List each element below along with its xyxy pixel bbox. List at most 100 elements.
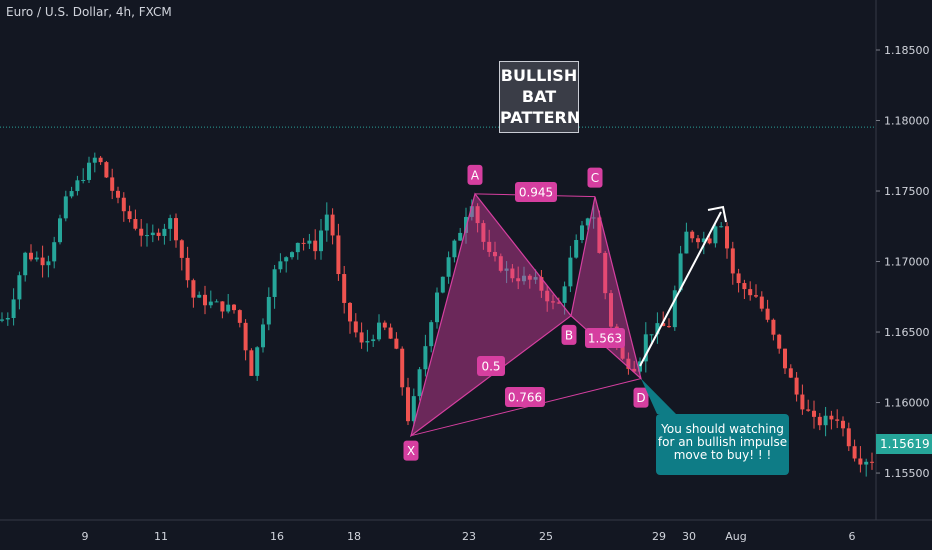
candle-body <box>719 226 724 228</box>
candle-body <box>156 232 161 236</box>
ratio-label-3-text: 1.563 <box>588 332 622 346</box>
candle-body <box>493 251 497 257</box>
candle-body <box>330 214 335 236</box>
candle-body <box>609 293 613 327</box>
pattern-point-x-text: X <box>407 444 415 458</box>
candle-body <box>121 197 126 212</box>
banner-line-1: BULLISH <box>500 66 578 85</box>
candle-body <box>649 334 654 336</box>
candle-body <box>185 257 190 281</box>
candle-body <box>469 206 474 217</box>
candle-body <box>655 323 660 335</box>
candle-body <box>353 321 358 333</box>
candle-body <box>643 334 648 362</box>
ratio-label-0-text: 0.945 <box>519 186 553 200</box>
y-tick-label: 1.18500 <box>884 44 930 57</box>
candle-body <box>626 358 631 369</box>
candle-body <box>464 216 468 233</box>
candle-body <box>133 219 138 229</box>
candle-body <box>458 232 463 241</box>
candle-body <box>556 302 561 304</box>
ratio-label-2: 0.766 <box>505 387 545 407</box>
candle-body <box>388 327 393 339</box>
candle-body <box>638 361 642 372</box>
candle-body <box>249 350 254 376</box>
candle-body <box>191 280 196 298</box>
pattern-point-c-text: C <box>591 171 599 185</box>
candle-body <box>127 211 132 220</box>
candle-body <box>742 283 747 290</box>
candle-body <box>5 318 10 320</box>
impulse-arrow-shaft <box>639 211 722 367</box>
pattern-point-a-bg <box>467 164 483 185</box>
candle-body <box>382 322 387 328</box>
candle-body <box>69 191 74 197</box>
banner-line-3: PATTERN <box>500 108 581 127</box>
pattern-point-b-text: B <box>565 328 573 342</box>
candle-body <box>40 257 45 266</box>
candle-body <box>394 338 399 349</box>
candle-body <box>104 162 109 178</box>
ratio-label-3-bg <box>585 328 625 348</box>
candle-body <box>417 369 422 397</box>
candle-body <box>313 240 318 252</box>
candle-body <box>92 157 97 163</box>
candle-body <box>829 415 834 420</box>
pattern-banner: BULLISH BAT PATTERN <box>499 61 581 133</box>
candle-body <box>516 278 521 282</box>
candle-body <box>690 231 695 239</box>
candle-body <box>835 419 840 421</box>
candle-body <box>110 177 115 191</box>
pattern-line-xd <box>410 378 642 437</box>
pattern-point-b-bg <box>561 324 577 345</box>
ratio-label-1-bg <box>477 356 505 376</box>
candle-body <box>52 242 57 262</box>
candle-body <box>597 217 602 253</box>
candle-body <box>284 257 289 262</box>
candle-body <box>777 334 782 349</box>
candle-body <box>852 446 857 459</box>
candle-body <box>800 394 805 410</box>
candle-body <box>707 238 712 244</box>
candle-body <box>812 410 816 417</box>
candle-body <box>179 240 184 258</box>
candle-body <box>713 226 718 244</box>
candle-body <box>841 420 845 429</box>
pattern-point-x-bg <box>403 440 419 461</box>
candle-body <box>0 319 4 321</box>
candle-body <box>504 268 509 271</box>
candle-body <box>278 261 283 270</box>
x-tick-label: 30 <box>682 530 696 543</box>
ratio-label-2-bg <box>505 387 545 407</box>
x-tick-label: 16 <box>270 530 284 543</box>
candle-body <box>539 277 544 291</box>
candle-body <box>759 296 764 309</box>
candle-body <box>632 368 637 372</box>
ratio-label-1-text: 0.5 <box>481 360 500 374</box>
candle-body <box>545 290 550 302</box>
candle-body <box>481 223 486 242</box>
candle-body <box>858 458 863 465</box>
candle-body <box>701 238 706 243</box>
time-axis-bg <box>0 520 876 550</box>
candle-body <box>684 231 689 254</box>
candle-body <box>452 240 457 258</box>
candle-body <box>203 294 207 306</box>
candle-body <box>58 218 62 243</box>
candle-body <box>672 290 677 328</box>
candle-body <box>585 218 590 226</box>
candle-body <box>788 368 793 378</box>
impulse-arrow-head <box>707 205 727 223</box>
candles-layer <box>0 152 874 477</box>
candle-body <box>806 409 811 411</box>
pattern-point-x: X <box>403 440 419 461</box>
pattern-point-c: C <box>587 167 603 188</box>
candle-body <box>226 304 231 312</box>
candle-body <box>342 274 347 303</box>
candle-body <box>580 225 584 241</box>
candle-body <box>336 235 341 275</box>
candle-body <box>266 296 271 325</box>
